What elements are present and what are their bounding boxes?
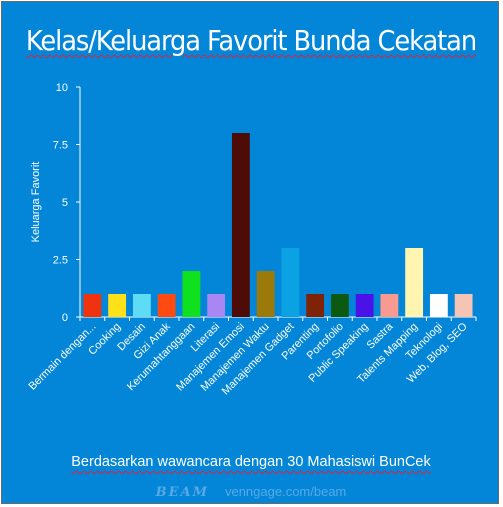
bar [281,248,300,317]
watermark[interactable]: BEAM venngage.com/beam [2,484,500,500]
bar [157,294,176,317]
bar [182,271,201,317]
bar [405,248,424,317]
bar [429,294,448,317]
chart-title: Kelas/Keluarga Favorit Bunda Cekatan [25,24,477,57]
bar [83,294,102,317]
bar [306,294,325,317]
bar [380,294,399,317]
watermark-link[interactable]: venngage.com/beam [224,484,347,499]
y-axis-label: Keluarga Favorit [30,162,42,243]
y-tick-label: 7.5 [53,140,68,152]
bar [108,294,127,317]
bar [330,294,349,317]
chart-caption: Berdasarkan wawancara dengan 30 Mahasisw… [71,454,431,470]
bar [454,294,473,317]
beam-logo: BEAM [155,485,209,500]
y-tick-label: 5 [62,197,68,209]
bar-chart: Keluarga Favorit 0 2.5 5 7.5 10 Bermain deng… [26,82,477,397]
y-tick-label: 2.5 [53,255,68,267]
bar [231,133,250,317]
bar [132,294,151,317]
x-tick-label: Bermain dengan... [26,321,98,393]
y-tick-label: 10 [56,82,68,94]
y-tick-label: 0 [62,312,68,324]
bar [256,271,275,317]
bar [207,294,226,317]
bar [355,294,374,317]
